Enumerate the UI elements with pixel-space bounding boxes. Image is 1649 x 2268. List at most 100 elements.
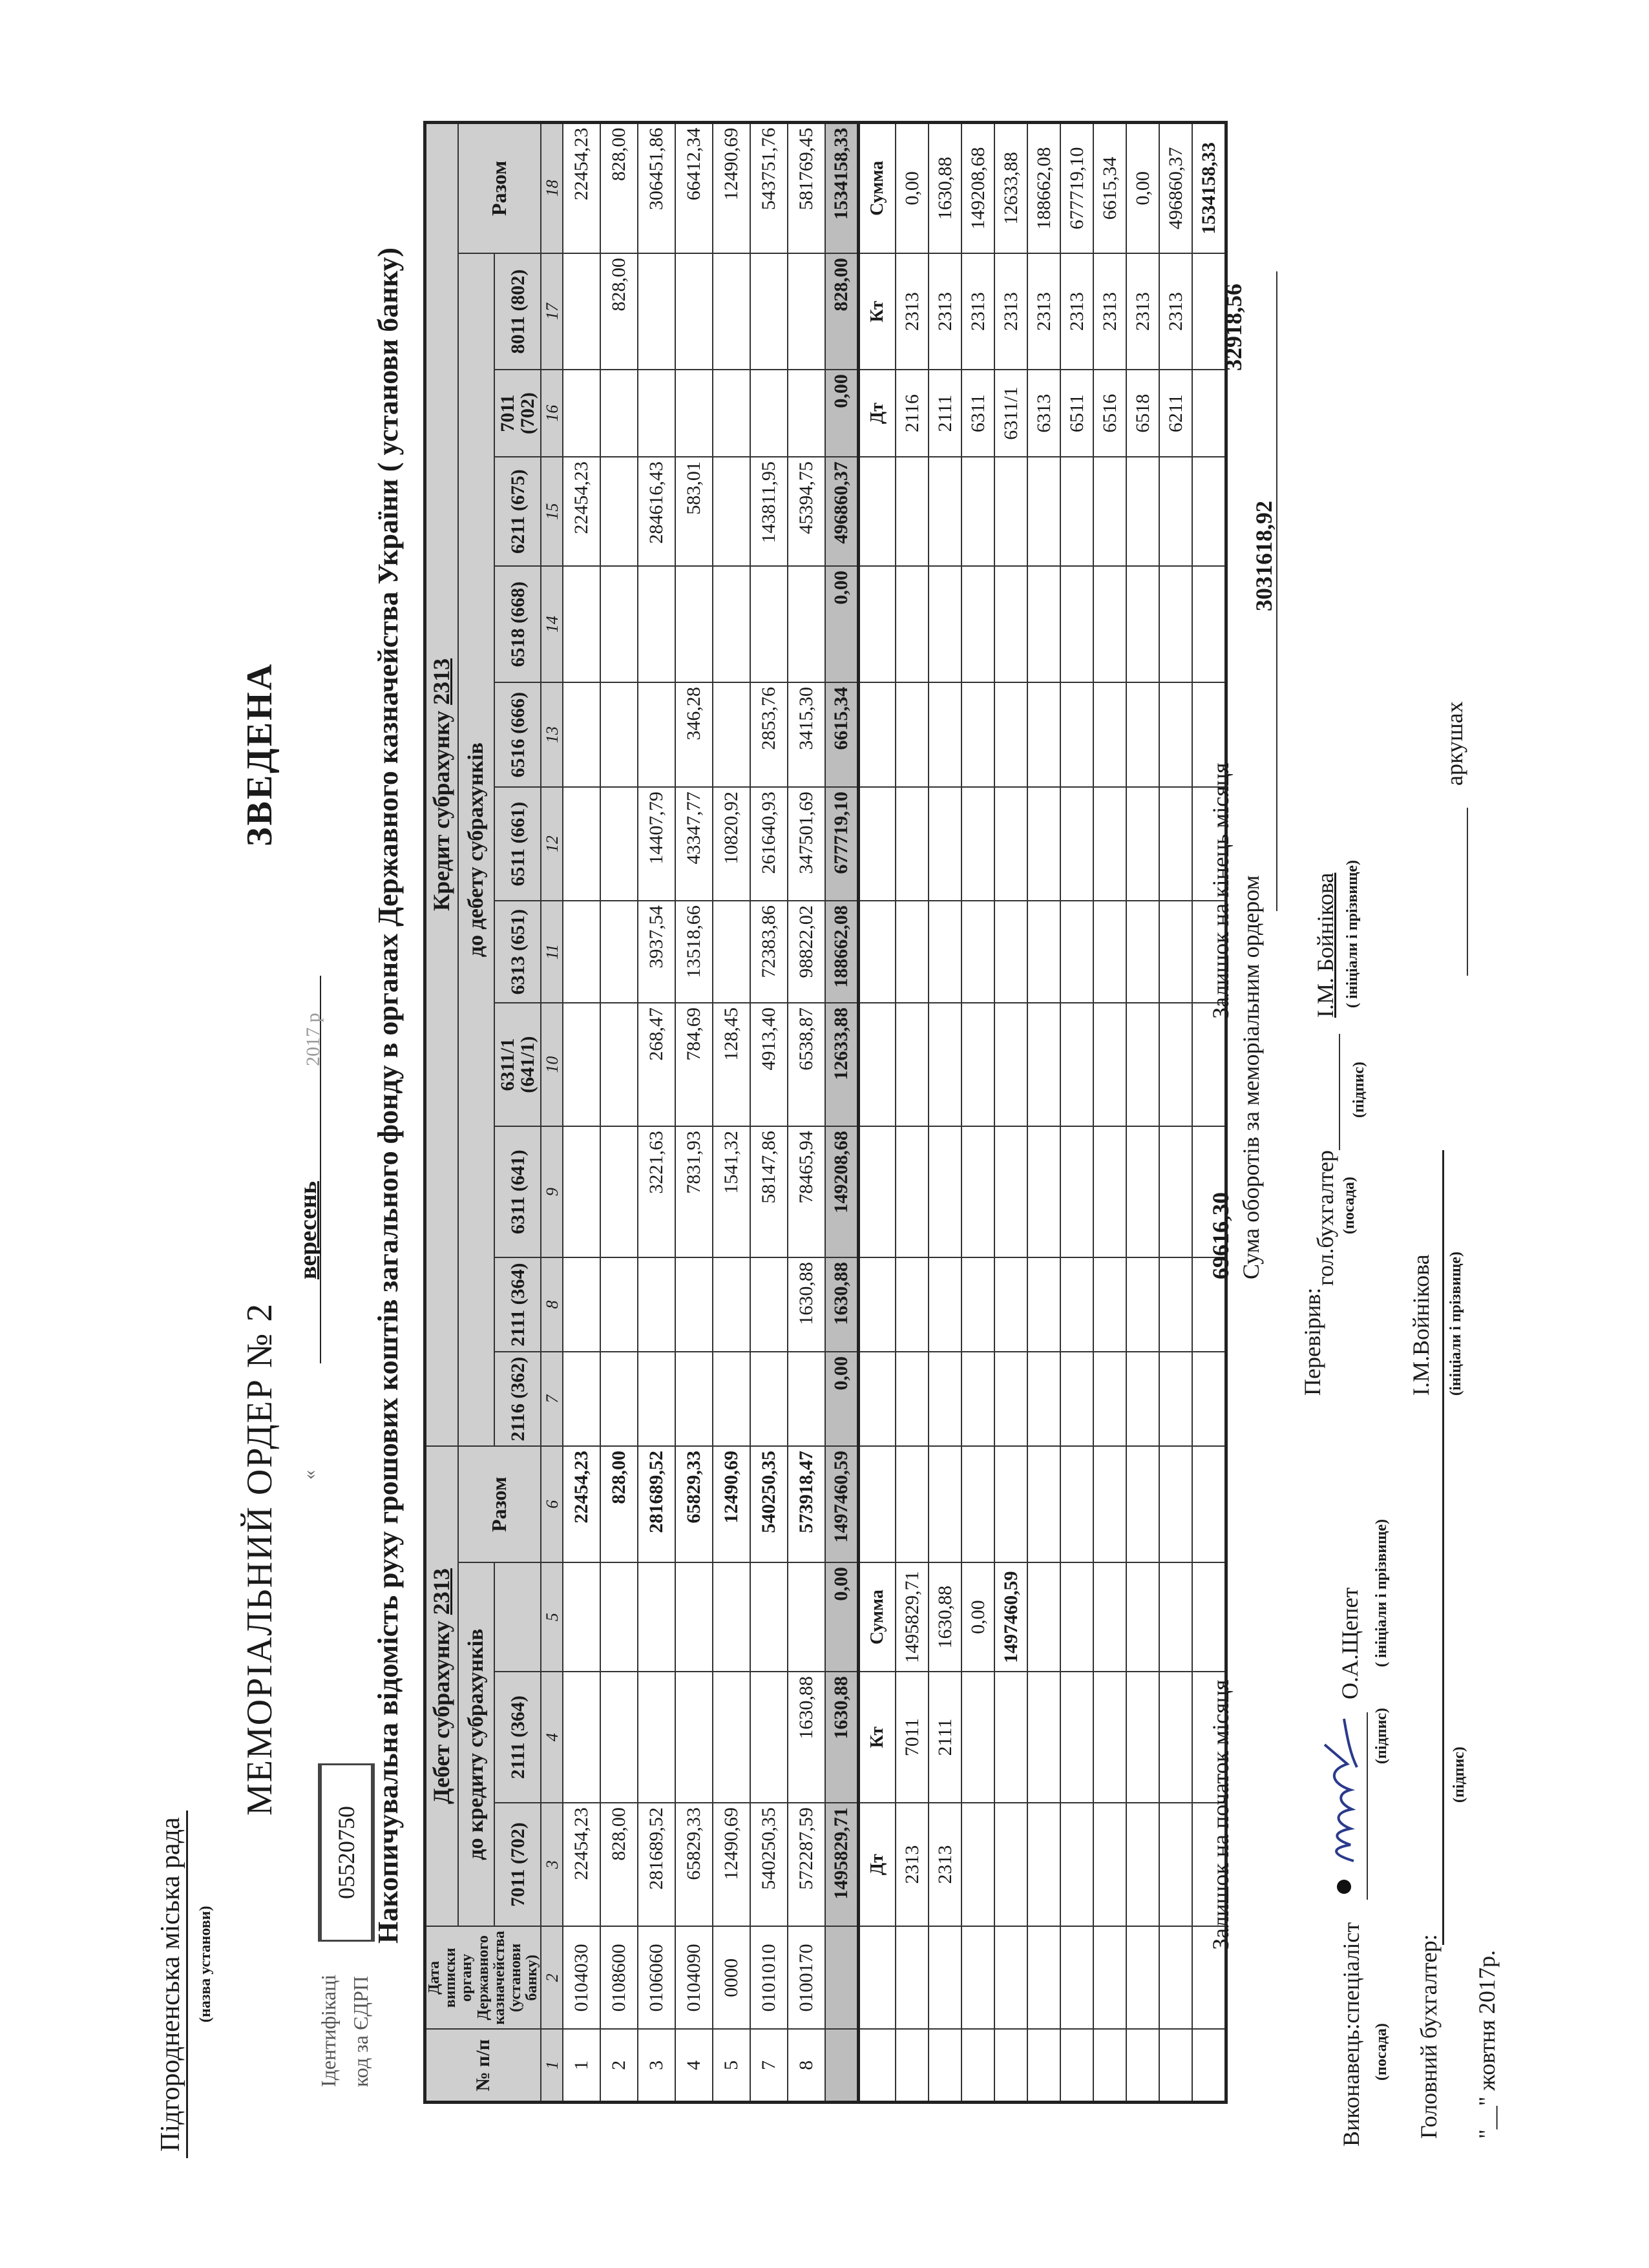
row-cell	[638, 1257, 676, 1352]
header-to-debit: до дебету субрахунків	[458, 253, 495, 1447]
totals-cell: 12633,88	[825, 1003, 859, 1127]
summary-blank	[1027, 901, 1061, 1003]
summary-right-cell: 6518	[1126, 370, 1160, 457]
summary-blank	[896, 457, 929, 567]
row-cell	[600, 901, 638, 1003]
executor-signature-caption: (підпис)	[1373, 1708, 1390, 1764]
summary-blank	[1192, 1003, 1226, 1127]
header-column-number: 12	[541, 787, 563, 901]
summary-blank	[1027, 1126, 1061, 1258]
row-cell: 12490,69	[713, 122, 751, 254]
header-credit-total: Разом	[458, 122, 541, 254]
executor-signature-icon	[1323, 1712, 1368, 1900]
row-cell: 43347,77	[675, 787, 713, 901]
header-column-number: 15	[541, 457, 563, 567]
row-cell	[600, 566, 638, 683]
header-credit-code: 6518 (668)	[494, 566, 541, 683]
summary-right-cell: 2313	[961, 253, 995, 370]
row-cell	[563, 901, 601, 1003]
summary-left-cell	[1159, 1562, 1193, 1672]
row-cell	[638, 253, 676, 370]
row-cell: 65829,33	[675, 1446, 713, 1563]
summary-blank	[1027, 1352, 1061, 1447]
table-row: до кредиту субрахунків Разом до дебету суб…	[458, 122, 541, 2102]
row-cell: 128,45	[713, 1003, 751, 1127]
table-row: Дт Кт Сумма Дт Кт Сумма	[858, 122, 896, 2103]
table-row: 1495829,71 1630,88 0,00 1497460,59 0,00 1630,…	[825, 122, 859, 2103]
summary-left-cell	[1126, 1562, 1160, 1672]
row-date-code: 0000	[713, 1926, 751, 2030]
summary-right-cell: 1630,88	[929, 122, 962, 254]
row-cell: 12490,69	[713, 1446, 751, 1563]
summary-blank	[1159, 1352, 1193, 1447]
summary-blank	[929, 457, 962, 567]
table-row: 2313 2111 1630,88 2111 2313 1630,88	[929, 122, 962, 2103]
credit-title: Кредит субрахунку	[428, 704, 455, 911]
summary-right-cell: 2313	[896, 253, 929, 370]
table-row: 1497460,59 6311/1 2313 12633,88	[994, 122, 1028, 2103]
summary-blank	[1027, 1446, 1061, 1563]
summary-blank	[1159, 1926, 1193, 2030]
summary-blank	[1027, 787, 1061, 901]
summary-blank	[1159, 787, 1193, 901]
totals-cell: 149208,68	[825, 1126, 859, 1258]
summary-blank	[1093, 682, 1127, 788]
row-cell: 1630,88	[788, 1672, 826, 1803]
summary-blank	[961, 901, 995, 1003]
row-cell	[563, 1562, 601, 1672]
row-cell	[750, 1562, 788, 1672]
totals-cell: 1495829,71	[825, 1803, 859, 1927]
summary-blank	[858, 566, 896, 683]
totals-cell: 1497460,59	[825, 1446, 859, 1563]
summary-right-cell: 6615,34	[1093, 122, 1127, 254]
summary-left-cell	[1093, 1672, 1127, 1803]
summary-blank	[1060, 787, 1094, 901]
row-cell: 4913,40	[750, 1003, 788, 1127]
summary-blank	[1093, 566, 1127, 683]
row-cell	[563, 1672, 601, 1803]
summary-left-cell	[1192, 1562, 1226, 1672]
summary-right-cell: 6516	[1093, 370, 1127, 457]
summary-left-cell: 7011	[896, 1672, 929, 1803]
row-cell	[638, 370, 676, 457]
summary-blank	[1027, 1926, 1061, 2030]
summary-blank	[896, 787, 929, 901]
summary-blank	[858, 682, 896, 788]
header-credit-code: 7011 (702)	[494, 370, 541, 457]
credit-account: 2313	[428, 658, 455, 705]
id-code-label-2: код за ЄДРП	[349, 1976, 372, 2087]
header-date-column: Дата виписки органу Державного казначейс…	[425, 1926, 541, 2030]
summary-right-cell: 2313	[1027, 253, 1061, 370]
summary-right-cell: 6211	[1159, 370, 1193, 457]
summary-blank	[896, 1926, 929, 2030]
row-cell	[600, 457, 638, 567]
row-cell	[750, 566, 788, 683]
summary-blank	[1126, 1257, 1160, 1352]
summary-blank	[1192, 370, 1226, 457]
row-cell: 58147,86	[750, 1126, 788, 1258]
summary-blank	[994, 457, 1028, 567]
row-cell: 2853,76	[750, 682, 788, 788]
summary-blank	[929, 1126, 962, 1258]
checked-position-caption: (посада)	[1341, 1177, 1358, 1234]
row-cell	[713, 1352, 751, 1447]
summary-blank	[929, 901, 962, 1003]
summary-blank	[961, 1003, 995, 1127]
row-cell	[675, 370, 713, 457]
summary-blank	[1126, 1926, 1160, 2030]
executor-name: О.А.Щепет	[1337, 1587, 1363, 1699]
row-cell: 12490,69	[713, 1803, 751, 1927]
summary-blank	[1093, 787, 1127, 901]
row-cell: 22454,23	[563, 1446, 601, 1563]
summary-right-cell: 6311	[961, 370, 995, 457]
totals-blank	[825, 2029, 859, 2103]
row-cell: 284616,43	[638, 457, 676, 567]
summary-right-cell: 12633,88	[994, 122, 1028, 254]
summary-blank	[1159, 1446, 1193, 1563]
row-number: 4	[675, 2029, 713, 2103]
debit-title: Дебет субрахунку	[428, 1615, 455, 1805]
header-debit-code: 2111 (364)	[494, 1672, 541, 1803]
summary-blank	[1093, 1126, 1127, 1258]
summary-blank	[1093, 1446, 1127, 1563]
summary-right-cell: 2313	[1159, 253, 1193, 370]
